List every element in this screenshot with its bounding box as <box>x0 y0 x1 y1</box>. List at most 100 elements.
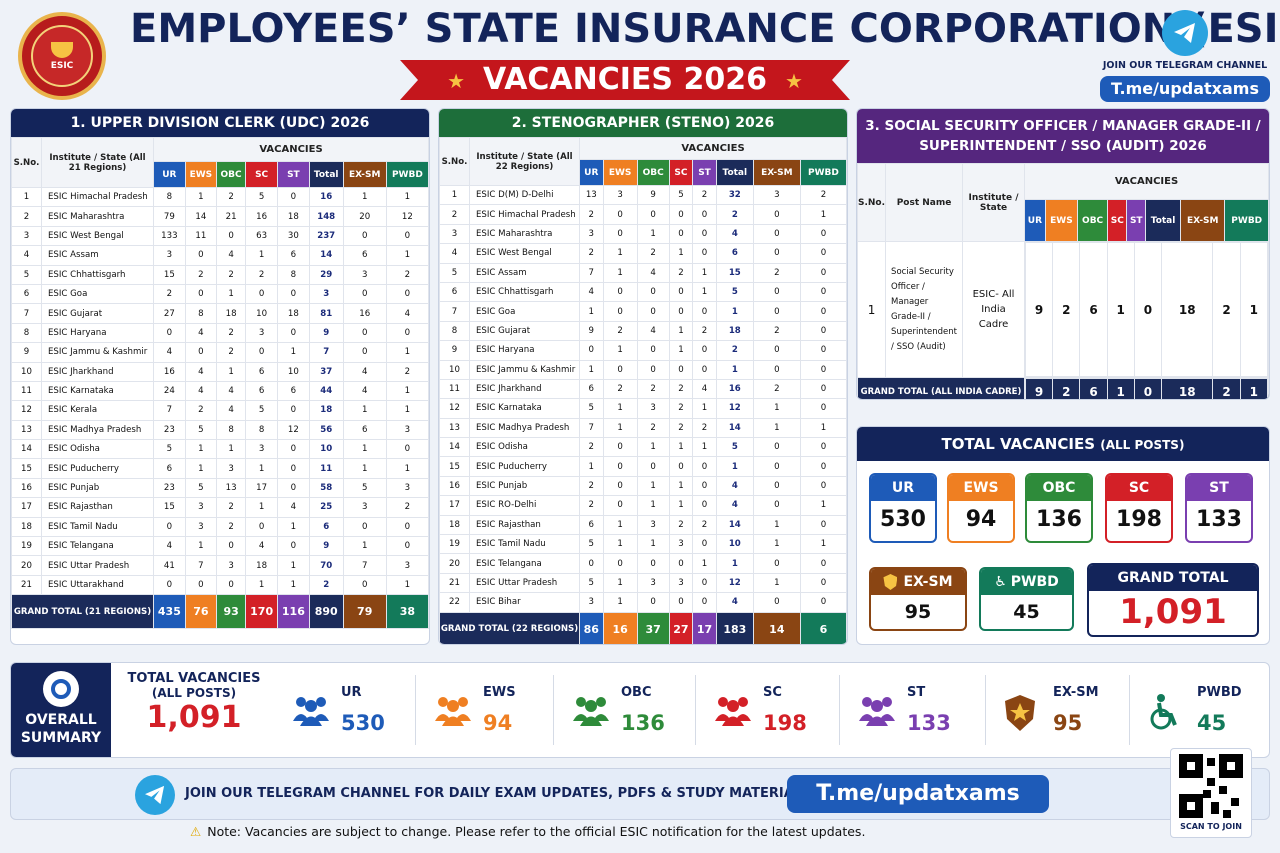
cell-st: 2 <box>692 184 717 206</box>
telegram-icon[interactable] <box>135 775 175 815</box>
cell-ews: 1 <box>602 398 638 419</box>
qr-code-icon <box>1179 754 1243 818</box>
cell-ur: 16 <box>153 361 186 382</box>
cell-exsm: 0 <box>752 301 801 322</box>
grand-total-obc: 6 <box>1079 378 1108 399</box>
cell-total: 29 <box>308 264 344 285</box>
cell-institute: ESIC Puducherry <box>469 456 580 477</box>
cell-ur: 2 <box>579 204 604 225</box>
table-row: 10 ESIC Jharkhand 16 4 1 6 10 37 4 2 <box>11 361 429 382</box>
cell-total: 3 <box>308 283 344 305</box>
cell-st: 0 <box>692 301 717 322</box>
cell-ur: 9 <box>579 320 604 342</box>
cell-sc: 3 <box>245 322 278 344</box>
cell-pwbd: 0 <box>799 514 847 536</box>
grand-total-row: GRAND TOTAL (22 REGIONS) 86 16 37 27 17 183 14 6 <box>439 611 847 644</box>
col-vacancies: VACANCIES <box>579 137 847 160</box>
grand-total-st: 17 <box>692 611 717 644</box>
cell-ur: 6 <box>153 458 186 479</box>
table-row: 5 ESIC Chhattisgarh 15 2 2 2 8 29 3 2 <box>11 264 429 285</box>
cell-institute: ESIC Jharkhand <box>469 378 580 400</box>
summary-item-value: 45 <box>1197 711 1227 735</box>
cell-institute: ESIC Tamil Nadu <box>41 516 154 538</box>
cell-ur: 1 <box>579 301 604 322</box>
cell-total: 32 <box>715 184 754 206</box>
summary-item-label: UR <box>341 685 362 700</box>
cell-exsm: 20 <box>342 206 387 227</box>
cell-total: 56 <box>308 419 344 441</box>
cell-obc: 3 <box>636 398 670 419</box>
grand-total-label: GRAND TOTAL (21 REGIONS) <box>11 594 154 630</box>
cell-ews: 0 <box>602 475 638 497</box>
cell-ews: 1 <box>602 262 638 283</box>
grand-total-obc: 37 <box>636 611 670 644</box>
col-total: Total <box>308 161 344 188</box>
cell-exsm: 1 <box>752 572 801 594</box>
cell-pwbd: 1 <box>799 417 847 439</box>
cell-obc: 1 <box>636 223 670 245</box>
cell-ews: 2 <box>1052 242 1081 377</box>
table-row: 18 ESIC Tamil Nadu 0 3 2 0 1 6 0 0 <box>11 516 429 538</box>
qr-block[interactable]: SCAN TO JOIN <box>1170 748 1252 838</box>
wheelchair-icon <box>1150 694 1177 730</box>
cell-obc: 1 <box>636 437 670 458</box>
cell-sno: 9 <box>11 342 42 363</box>
telegram-icon[interactable] <box>1162 10 1208 56</box>
cell-obc: 3 <box>215 555 247 576</box>
cell-pwbd: 0 <box>799 553 847 574</box>
cell-institute: ESIC Rajasthan <box>469 514 580 536</box>
cell-st: 1 <box>692 281 717 303</box>
grand-total-ur: 435 <box>153 594 186 630</box>
cell-institute: ESIC West Bengal <box>469 243 580 264</box>
cell-pwbd: 1 <box>385 458 429 479</box>
cell-exsm: 0 <box>752 437 801 458</box>
cell-ews: 1 <box>184 186 217 208</box>
cell-st: 2 <box>692 514 717 536</box>
cell-sno: 5 <box>11 264 42 285</box>
cell-ur: 15 <box>153 497 186 518</box>
cell-sc: 1 <box>245 245 278 266</box>
card-label: EX-SM <box>871 569 965 595</box>
cell-obc: 0 <box>636 281 670 303</box>
summary-total-value: 1,091 <box>146 700 242 735</box>
cell-pwbd: 3 <box>385 555 429 576</box>
card-value: 94 <box>965 507 997 532</box>
cell-ews: 0 <box>602 437 638 458</box>
cell-st: 0 <box>692 456 717 477</box>
cell-obc: 2 <box>636 243 670 264</box>
table-row: 3 ESIC Maharashtra 3 0 1 0 0 4 0 0 <box>439 223 847 245</box>
cell-sc: 2 <box>668 514 694 536</box>
cell-pwbd: 0 <box>799 262 847 283</box>
col-pwbd: PWBD <box>1224 199 1269 242</box>
cell-obc: 4 <box>636 262 670 283</box>
grand-total-st: 116 <box>277 594 310 630</box>
telegram-link[interactable]: T.me/updatxams <box>1100 76 1270 102</box>
cell-pwbd: 0 <box>799 398 847 419</box>
cell-exsm: 3 <box>752 184 801 206</box>
cell-ur: 23 <box>153 419 186 441</box>
col-st: ST <box>1126 199 1147 242</box>
cell-ur: 133 <box>153 225 186 247</box>
cell-pwbd: 1 <box>385 245 429 266</box>
cell-ur: 0 <box>579 340 604 361</box>
cell-obc: 2 <box>215 322 247 344</box>
cell-ews: 1 <box>602 243 638 264</box>
cell-sc: 1 <box>245 497 278 518</box>
cell-sc: 1 <box>668 475 694 497</box>
cell-pwbd: 0 <box>799 572 847 594</box>
cell-pwbd: 0 <box>799 243 847 264</box>
cell-ews: 1 <box>184 439 217 460</box>
cell-exsm: 0 <box>752 359 801 380</box>
cell-obc: 1 <box>215 439 247 460</box>
cell-ur: 5 <box>579 572 604 594</box>
cell-st: 1 <box>692 262 717 283</box>
cell-sc: 0 <box>245 516 278 538</box>
cell-total: 18 <box>308 400 344 421</box>
cell-obc: 2 <box>636 378 670 400</box>
card-label: ST <box>1187 475 1251 501</box>
cell-institute: ESIC Telangana <box>469 553 580 574</box>
footer-telegram-link[interactable]: T.me/updatxams <box>787 775 1049 813</box>
cell-st: 18 <box>277 303 310 324</box>
col-st: ST <box>277 161 310 188</box>
cell-exsm: 4 <box>342 361 387 382</box>
